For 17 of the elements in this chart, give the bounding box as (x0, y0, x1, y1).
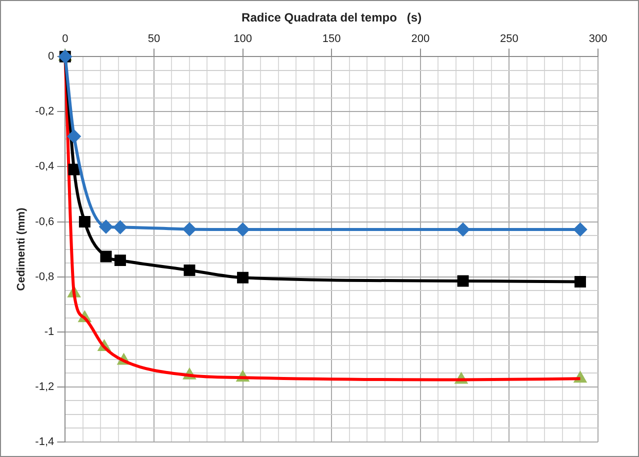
y-tick-label: -0,4 (35, 160, 54, 173)
y-tick-label: 0 (48, 50, 54, 63)
y-tick-label: -1,2 (35, 380, 54, 393)
x-axis-title: Radice Quadrata del tempo (s) (242, 10, 422, 25)
x-tick-label: 250 (500, 33, 518, 46)
x-tick-label: 0 (62, 33, 68, 46)
y-tick-label: -1,4 (35, 436, 54, 448)
x-tick-label: 200 (411, 33, 430, 46)
y-tick-label: -1 (44, 326, 54, 338)
x-tick-label: 150 (322, 33, 341, 46)
x-tick-label: 50 (148, 33, 160, 46)
x-tick-label: 300 (588, 33, 608, 46)
y-axis-title: Cedimenti (mm) (16, 207, 28, 291)
x-tick-label: 100 (234, 33, 252, 46)
y-tick-label: -0,8 (35, 270, 54, 283)
y-tick-label: -0,6 (35, 216, 54, 228)
y-tick-label: -0,2 (35, 106, 54, 118)
